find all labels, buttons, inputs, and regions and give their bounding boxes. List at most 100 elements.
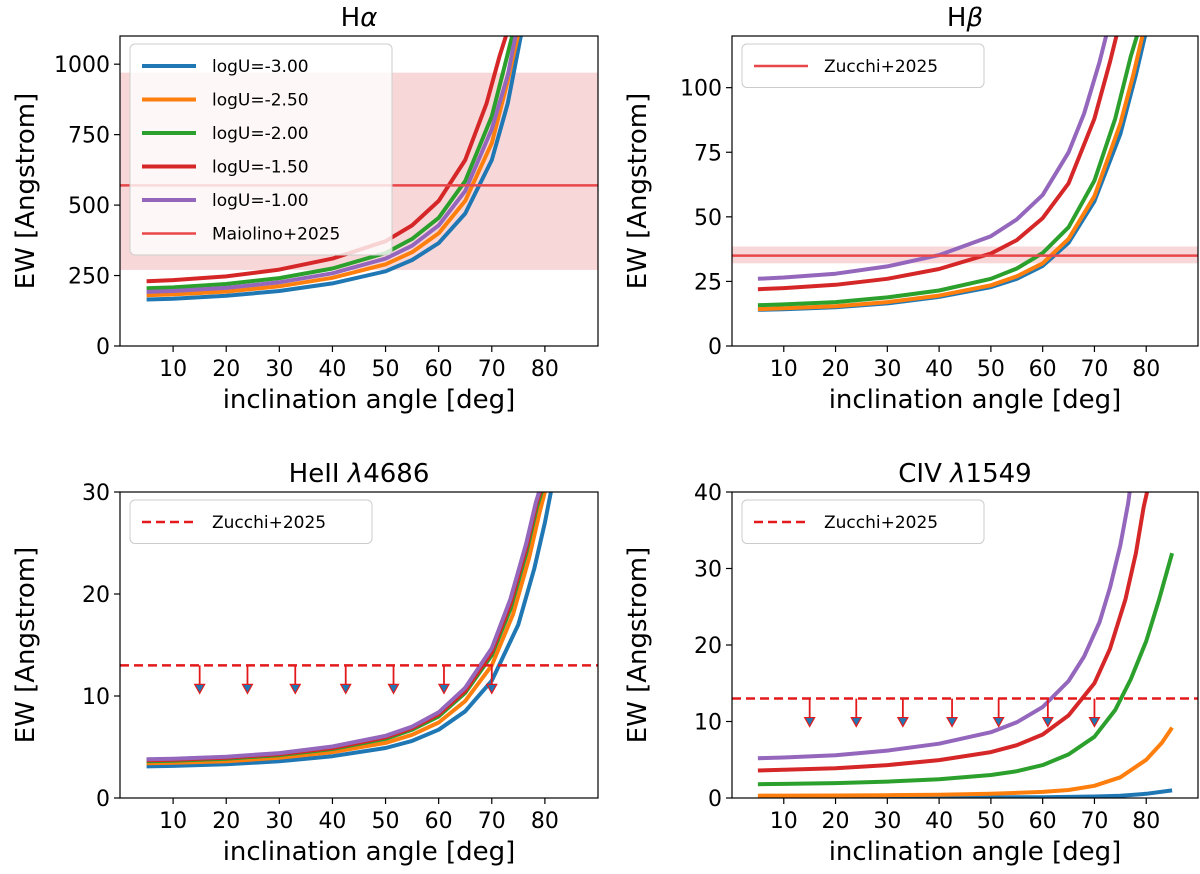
legend-label: Zucchi+2025	[212, 513, 326, 533]
arrow-head	[1041, 716, 1054, 728]
x-tick-label: 40	[925, 357, 953, 382]
y-tick-label: 20	[82, 583, 110, 608]
upper-limit-arrow	[241, 665, 254, 695]
series-line-logu-1.00	[146, 492, 542, 762]
panel-3: 10 20 30 40 50 60 70 80 0 10 20 30 inclination angle…	[11, 459, 599, 867]
y-axis-label: EW [Angstrom]	[11, 547, 41, 744]
chart-title: HeII λ4686	[289, 459, 430, 489]
y-tick-label: 100	[680, 77, 722, 102]
legend-frame	[741, 499, 985, 544]
upper-limit-arrow	[850, 698, 863, 728]
y-tick-label: 1000	[54, 53, 110, 78]
series-line-logu-3.00	[146, 36, 523, 302]
upper-limit-arrow	[193, 665, 206, 695]
x-tick-label: 80	[531, 809, 559, 834]
x-tick-label: 50	[372, 809, 400, 834]
legend-label: logU=-1.50	[212, 158, 309, 178]
x-tick-label: 60	[425, 809, 453, 834]
series-line-logu-2.50	[146, 492, 547, 766]
y-tick-label: 30	[82, 481, 110, 506]
x-tick-label: 40	[318, 809, 346, 834]
chart-title: Hβ	[947, 3, 983, 33]
arrow-head	[803, 716, 816, 728]
x-tick-label: 10	[770, 809, 798, 834]
arrow-head	[241, 683, 254, 695]
panel-1: 10 20 30 40 50 60 70 80 0 250 500 750 1000 inclinatio…	[11, 3, 599, 415]
upper-limit-arrow	[485, 665, 498, 695]
series-line-logu-1.50	[146, 36, 509, 284]
series-line-logu-2.00	[757, 36, 1140, 308]
series-line-logu-2.00	[146, 36, 515, 291]
x-axis-label: inclination angle [deg]	[223, 837, 516, 867]
upper-limit-arrow	[1041, 698, 1054, 728]
y-axis-label: EW [Angstrom]	[623, 547, 653, 744]
arrow-head	[896, 716, 909, 728]
legend: logU=-3.00 logU=-2.50 logU=-2.00 logU=-1.50…	[129, 43, 393, 256]
upper-limit-arrow	[803, 698, 816, 728]
upper-limit-arrow	[1088, 698, 1101, 728]
upper-limit-arrow	[339, 665, 352, 695]
x-axis-label: inclination angle [deg]	[829, 385, 1122, 415]
arrow-head	[289, 683, 302, 695]
series-line-logu-1.50	[757, 36, 1119, 292]
legend-frame	[741, 43, 985, 88]
legend-label: logU=-3.00	[212, 57, 309, 77]
x-tick-label: 20	[212, 809, 240, 834]
upper-limit-arrow	[437, 665, 450, 695]
y-tick-label: 250	[68, 265, 110, 290]
legend-label: logU=-1.00	[212, 191, 309, 211]
upper-limit-arrow	[992, 698, 1005, 728]
y-tick-label: 500	[68, 194, 110, 219]
y-axis-label: EW [Angstrom]	[623, 93, 653, 290]
x-tick-label: 30	[265, 809, 293, 834]
x-tick-label: 80	[1132, 809, 1160, 834]
series-line-logu-2.50	[757, 726, 1174, 798]
legend-frame	[129, 43, 393, 256]
x-tick-label: 80	[531, 357, 559, 382]
x-tick-label: 50	[372, 357, 400, 382]
x-tick-label: 20	[822, 809, 850, 834]
legend: Zucchi+2025	[129, 499, 373, 544]
y-tick-label: 10	[694, 711, 722, 736]
arrow-head	[193, 683, 206, 695]
series-line-logu-3.00	[146, 492, 553, 769]
arrow-head	[992, 716, 1005, 728]
series-line-logu-2.50	[757, 36, 1145, 312]
legend-frame	[129, 499, 373, 544]
x-tick-label: 40	[318, 357, 346, 382]
y-tick-label: 10	[82, 685, 110, 710]
upper-limit-arrow	[289, 665, 302, 695]
chart-title: CIV λ1549	[898, 459, 1031, 489]
series-line-logu-1.00	[146, 36, 518, 294]
x-tick-label: 60	[425, 357, 453, 382]
y-tick-label: 30	[694, 558, 722, 583]
x-tick-label: 30	[873, 809, 901, 834]
arrow-head	[485, 683, 498, 695]
y-tick-label: 750	[68, 124, 110, 149]
x-tick-label: 70	[1080, 357, 1108, 382]
y-tick-label: 50	[694, 206, 722, 231]
x-tick-label: 60	[1029, 809, 1057, 834]
plot-area	[732, 36, 1198, 312]
x-axis-label: inclination angle [deg]	[223, 385, 516, 415]
y-tick-label: 0	[96, 787, 110, 812]
y-tick-label: 75	[694, 141, 722, 166]
y-tick-label: 0	[96, 335, 110, 360]
series-line-logu-1.50	[757, 492, 1150, 773]
x-tick-label: 70	[478, 357, 506, 382]
x-tick-label: 30	[265, 357, 293, 382]
y-tick-label: 0	[708, 335, 722, 360]
series-line-logu-1.00	[757, 492, 1132, 761]
legend: Zucchi+2025	[741, 43, 985, 88]
series-line-logu-1.00	[757, 36, 1109, 281]
legend-label: Maiolino+2025	[212, 225, 340, 245]
legend: Zucchi+2025	[741, 499, 985, 544]
x-tick-label: 20	[822, 357, 850, 382]
panel-4: 10 20 30 40 50 60 70 80 0 10 20 30 40 inclination ang…	[623, 459, 1199, 867]
x-tick-label: 60	[1029, 357, 1057, 382]
arrow-head	[437, 683, 450, 695]
axes-frame	[119, 35, 599, 347]
arrow-head	[339, 683, 352, 695]
x-tick-label: 50	[977, 809, 1005, 834]
